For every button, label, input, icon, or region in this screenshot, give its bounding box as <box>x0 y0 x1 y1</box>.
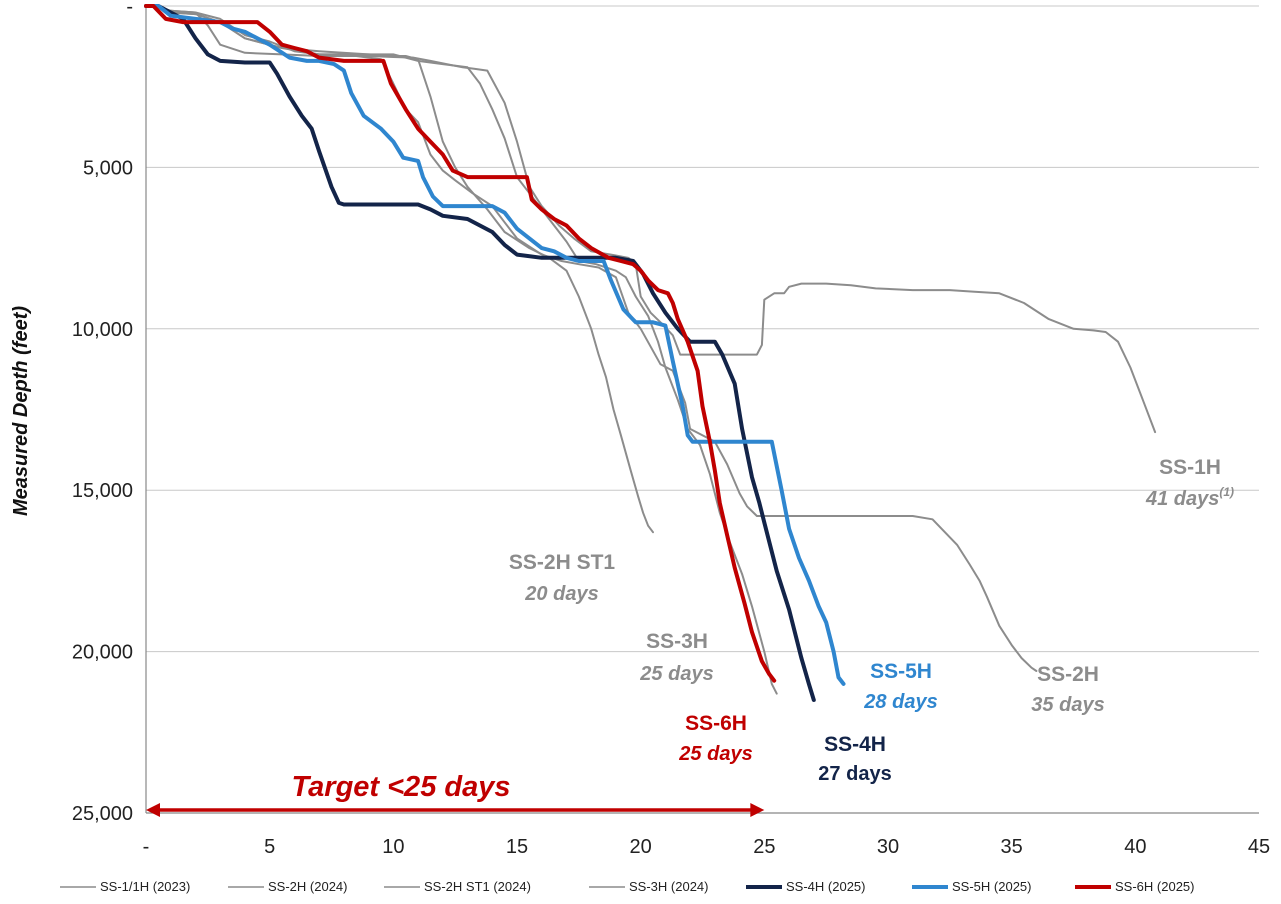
series-line-5 <box>144 4 846 686</box>
legend-label-6: SS-6H (2025) <box>1115 879 1194 894</box>
legend-label-0: SS-1/1H (2023) <box>100 879 190 894</box>
legend-label-5: SS-5H (2025) <box>952 879 1031 894</box>
axes <box>145 6 1259 814</box>
target-label: Target <25 days <box>292 771 511 803</box>
legend-label-3: SS-3H (2024) <box>629 879 708 894</box>
y-tick-label-5: 25,000 <box>72 803 133 825</box>
annotation-ss4h-days: 27 days <box>818 763 891 785</box>
x-tick-label-1: 5 <box>264 836 275 858</box>
annotation-ss2hst1-days: 20 days <box>524 583 598 605</box>
y-axis-label: Measured Depth (feet) <box>10 306 32 516</box>
series-lines <box>144 4 1157 702</box>
x-tick-label-5: 25 <box>753 836 775 858</box>
series-line-6 <box>144 4 777 683</box>
annotation-ss3h-name: SS-3H <box>646 630 708 653</box>
target-arrow-head-left <box>146 803 160 817</box>
legend-label-2: SS-2H ST1 (2024) <box>424 879 531 894</box>
x-tick-labels: - 5 10 15 20 25 30 35 40 45 <box>143 836 1270 858</box>
annotation-ss6h-days: 25 days <box>678 743 752 765</box>
y-tick-label-2: 10,000 <box>72 319 133 341</box>
legend: SS-1/1H (2023) SS-2H (2024) SS-2H ST1 (202… <box>60 879 1194 894</box>
series-annotations: SS-1H 41 days(1) SS-2H ST1 20 days SS-3H 25 d… <box>509 456 1234 785</box>
annotation-ss1h-name: SS-1H <box>1159 456 1221 479</box>
annotation-ss5h-name: SS-5H <box>870 660 932 683</box>
x-tick-label-4: 20 <box>630 836 652 858</box>
y-tick-labels: - 5,000 10,000 15,000 20,000 25,000 <box>72 0 133 825</box>
target-arrow: Target <25 days <box>146 771 765 817</box>
series-line-3 <box>152 5 778 695</box>
x-tick-label-0: - <box>143 836 150 858</box>
legend-label-4: SS-4H (2025) <box>786 879 865 894</box>
annotation-ss4h-name: SS-4H <box>824 733 886 756</box>
annotation-ss1h-days: 41 days(1) <box>1145 485 1234 510</box>
annotation-ss2h-name: SS-2H <box>1037 663 1099 686</box>
x-tick-label-6: 30 <box>877 836 899 858</box>
series-line-2 <box>152 5 654 534</box>
annotation-ss6h-name: SS-6H <box>685 712 747 735</box>
series-line-1 <box>152 5 1038 672</box>
x-tick-label-9: 45 <box>1248 836 1270 858</box>
y-tick-label-1: 5,000 <box>83 157 133 179</box>
series-line-0 <box>152 5 1157 434</box>
target-arrow-head-right <box>750 803 765 817</box>
y-tick-label-4: 20,000 <box>72 642 133 664</box>
legend-label-1: SS-2H (2024) <box>268 879 347 894</box>
y-tick-label-0: - <box>126 0 133 18</box>
annotation-ss2h-days: 35 days <box>1031 694 1104 716</box>
x-tick-label-7: 35 <box>1001 836 1023 858</box>
x-tick-label-3: 15 <box>506 836 528 858</box>
annotation-ss2hst1-name: SS-2H ST1 <box>509 551 616 574</box>
y-tick-label-3: 15,000 <box>72 480 133 502</box>
annotation-ss3h-days: 25 days <box>639 663 713 685</box>
x-tick-label-2: 10 <box>382 836 404 858</box>
series-line-4 <box>144 4 816 702</box>
annotation-ss5h-days: 28 days <box>863 691 937 713</box>
x-tick-label-8: 40 <box>1124 836 1146 858</box>
grid-lines <box>146 5 1259 653</box>
